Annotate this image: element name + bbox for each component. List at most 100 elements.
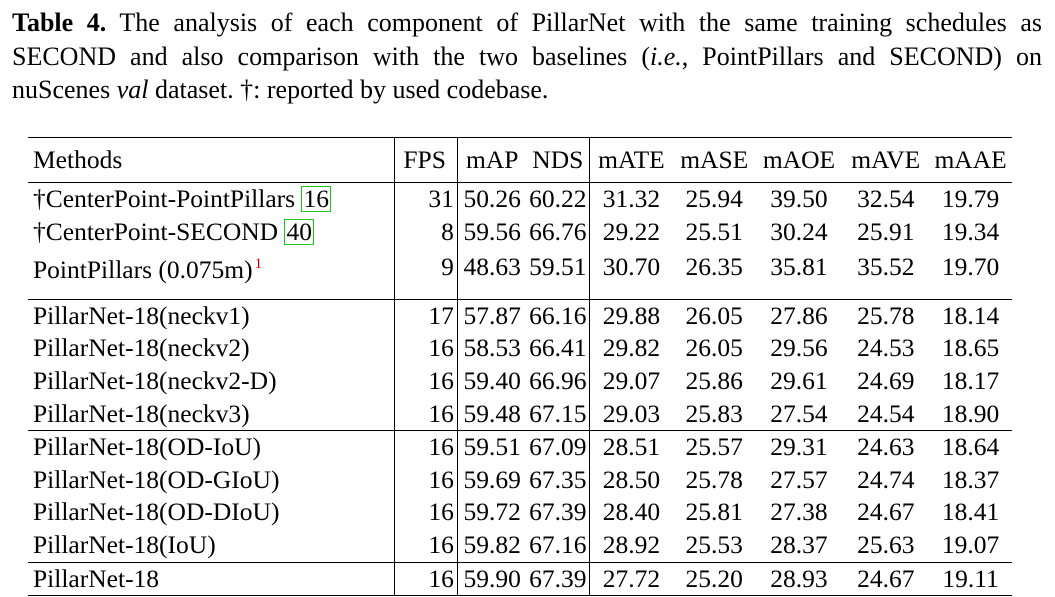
cell-mave: 25.91 <box>857 216 915 246</box>
header-mate: mATE <box>589 137 673 183</box>
cell-mase: 26.35 <box>685 252 743 282</box>
cell-maae: 19.70 <box>941 252 1000 282</box>
cell-map: 59.56 <box>456 215 527 249</box>
spacer-cell <box>672 286 756 300</box>
cell-map: 59.40 <box>456 364 527 398</box>
table-row: PillarNet-18 16 59.90 67.39 27.72 25.20 28.93 2… <box>28 561 1012 597</box>
cell-method: PillarNet-18(neckv2) <box>28 332 395 365</box>
cell-fps: 9 <box>394 248 458 287</box>
cell-nds: 60.22 <box>529 184 587 213</box>
cell-maoe: 29.31 <box>755 430 843 464</box>
cell-maae: 18.65 <box>941 333 1000 363</box>
cell-maoe: 29.61 <box>770 365 828 395</box>
cell-mate: 28.92 <box>589 528 673 563</box>
cell-nds: 67.09 <box>526 430 590 464</box>
cell-mate: 31.32 <box>589 182 673 216</box>
cell-maae: 19.34 <box>941 216 1000 246</box>
cell-map: 48.63 <box>456 248 527 287</box>
cell-maoe: 27.54 <box>770 398 828 428</box>
cell-method: PillarNet-18(OD-DIoU) <box>28 496 395 529</box>
table-row: PointPillars (0.075m) 1 9 48.63 59.51 30.70 26… <box>28 248 1012 287</box>
cell-map: 59.72 <box>456 496 527 529</box>
header-map: mAP <box>456 137 527 183</box>
cell-method: PillarNet-18(neckv1) <box>28 299 395 332</box>
header-mave: mAVE <box>842 137 930 183</box>
cell-nds: 66.41 <box>529 333 587 363</box>
cell-nds: 67.39 <box>526 561 590 597</box>
cell-map: 59.90 <box>456 561 527 597</box>
cell-fps: 16 <box>394 528 458 563</box>
cell-maae: 19.11 <box>929 561 1012 597</box>
cell-mave: 35.52 <box>857 252 915 282</box>
cell-mase: 25.78 <box>685 464 743 494</box>
spacer-row <box>28 286 1012 300</box>
method-name: PillarNet-18(IoU) <box>33 529 216 559</box>
cell-method: PointPillars (0.075m) 1 <box>28 248 395 287</box>
cell-method: PillarNet-18(OD-GIoU) <box>28 464 395 497</box>
cell-maae: 18.90 <box>941 398 1000 428</box>
cell-fps: 16 <box>394 561 458 597</box>
cell-mate: 29.22 <box>589 215 673 249</box>
header-mase: mASE <box>672 137 756 183</box>
cell-method: PillarNet-18(neckv3) <box>28 398 395 431</box>
spacer-cell <box>526 286 590 300</box>
footnote-marker[interactable]: 1 <box>254 256 263 273</box>
cell-mave: 25.78 <box>857 300 915 330</box>
cell-mase: 25.94 <box>685 184 743 213</box>
cell-maae: 18.41 <box>941 497 1000 527</box>
cell-map: 57.87 <box>456 299 527 333</box>
cell-mate: 29.03 <box>589 397 673 431</box>
header-methods: Methods <box>28 137 395 183</box>
method-name: PillarNet-18(OD-GIoU) <box>33 464 280 494</box>
method-name: PillarNet-18(OD-DIoU) <box>33 497 280 527</box>
cell-mate: 29.88 <box>589 299 673 333</box>
cell-maae: 18.14 <box>941 300 1000 330</box>
cell-maoe: 27.57 <box>770 464 828 494</box>
table-row: PillarNet-18(neckv2-D) 16 59.40 66.96 29.07 2… <box>28 364 1012 398</box>
citation-link[interactable]: 40 <box>284 216 314 246</box>
table-caption: Table 4. The analysis of each component … <box>12 6 1042 107</box>
cell-nds: 59.51 <box>529 252 587 282</box>
cell-mate: 29.82 <box>589 332 673 365</box>
results-table: Methods FPS mAP NDS mATE mASE mAOE mAVE … <box>28 137 1012 597</box>
cell-maoe: 27.86 <box>770 300 828 330</box>
caption-text-3: dataset. †: reported by used codebase. <box>148 75 549 104</box>
table-row: PillarNet-18(neckv3) 16 59.48 67.15 29.03 25.… <box>28 397 1012 431</box>
cell-method: PillarNet-18(neckv2-D) <box>28 365 395 398</box>
cell-mave: 24.69 <box>857 365 915 395</box>
header-row: Methods FPS mAP NDS mATE mASE mAOE mAVE … <box>28 137 1012 183</box>
cell-maoe: 30.24 <box>770 216 828 246</box>
cell-map: 59.51 <box>456 430 527 464</box>
cell-nds: 66.76 <box>529 216 587 246</box>
cell-maae: 18.64 <box>929 430 1012 464</box>
method-name: PillarNet-18(neckv2) <box>33 333 250 363</box>
header-fps: FPS <box>394 137 458 183</box>
spacer-cell <box>394 286 458 300</box>
caption-text-2: , PointPillars and SECOND) on nuScenes <box>12 41 1042 105</box>
cell-nds: 67.16 <box>529 529 587 559</box>
cell-maae: 18.17 <box>941 365 1000 395</box>
cell-fps: 31 <box>394 182 458 216</box>
cell-mase: 25.83 <box>685 398 743 428</box>
table-row: PillarNet-18(neckv2) 16 58.53 66.41 29.82 26.… <box>28 332 1012 365</box>
spacer-cell <box>755 286 843 300</box>
method-name: PillarNet-18(neckv3) <box>33 398 250 428</box>
cell-nds: 67.39 <box>529 497 587 527</box>
spacer-cell <box>929 286 1012 300</box>
table-row: PillarNet-18(IoU) 16 59.82 67.16 28.92 25.53 2… <box>28 528 1012 563</box>
cell-mave: 25.63 <box>857 529 915 559</box>
cell-maoe: 35.81 <box>770 252 828 282</box>
cell-nds: 66.96 <box>529 365 587 395</box>
cell-fps: 16 <box>394 397 458 431</box>
citation-link[interactable]: 16 <box>301 184 331 213</box>
method-name: †CenterPoint-PointPillars <box>33 184 302 213</box>
cell-mave: 24.67 <box>842 561 930 597</box>
table-row: †CenterPoint-SECOND 40 8 59.56 66.76 29.22 25… <box>28 215 1012 249</box>
cell-fps: 16 <box>394 430 458 464</box>
cell-maoe: 39.50 <box>770 184 828 213</box>
cell-mase: 25.20 <box>672 561 756 597</box>
cell-mave: 24.54 <box>857 398 915 428</box>
caption-label: Table 4. <box>12 8 107 37</box>
header-maae: mAAE <box>929 137 1012 183</box>
cell-method: PillarNet-18(OD-IoU) <box>28 430 395 464</box>
